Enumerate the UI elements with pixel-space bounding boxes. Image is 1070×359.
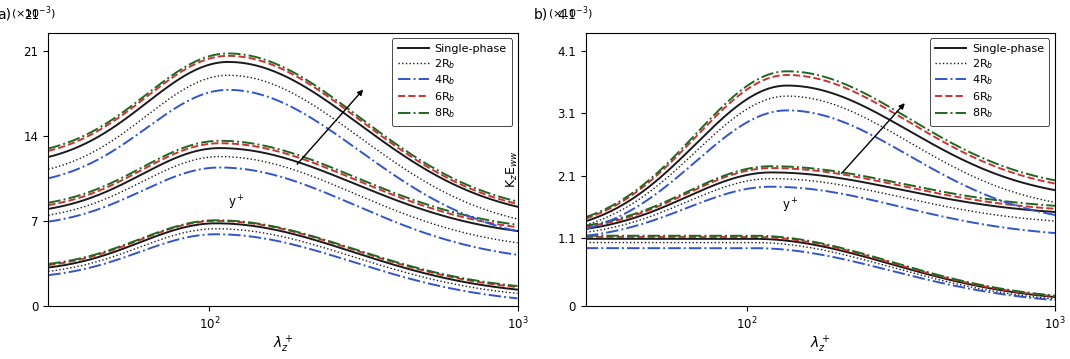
Text: b): b) — [534, 8, 548, 22]
Text: ($\times10^{-3}$): ($\times10^{-3}$) — [11, 4, 56, 22]
Y-axis label: K$_z$E$_{ww}$: K$_z$E$_{ww}$ — [505, 150, 520, 188]
Legend: Single-phase, 2R$_b$, 4R$_b$, 6R$_b$, 8R$_b$: Single-phase, 2R$_b$, 4R$_b$, 6R$_b$, 8R… — [392, 38, 511, 126]
Text: y$^+$: y$^+$ — [228, 194, 245, 212]
Text: y$^+$: y$^+$ — [782, 197, 798, 215]
Text: ($\times10^{-3}$): ($\times10^{-3}$) — [548, 4, 594, 22]
X-axis label: $\lambda_z^+$: $\lambda_z^+$ — [810, 334, 830, 355]
Text: a): a) — [0, 8, 11, 22]
Text: 4.1: 4.1 — [557, 9, 577, 22]
Legend: Single-phase, 2R$_b$, 4R$_b$, 6R$_b$, 8R$_b$: Single-phase, 2R$_b$, 4R$_b$, 6R$_b$, 8R… — [930, 38, 1050, 126]
X-axis label: $\lambda_z^+$: $\lambda_z^+$ — [273, 334, 293, 355]
Text: 21: 21 — [24, 9, 39, 22]
